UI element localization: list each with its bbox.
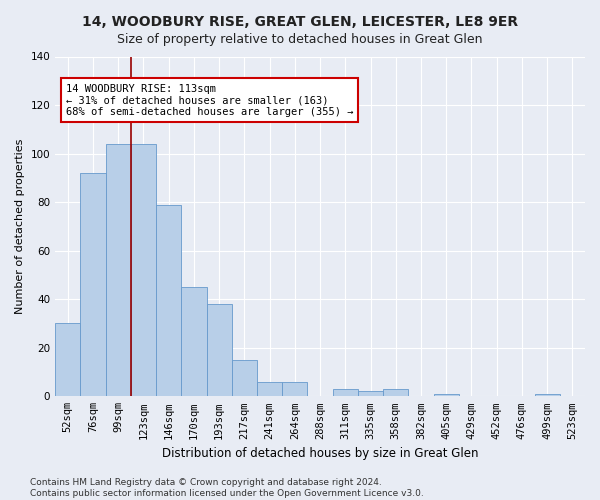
Bar: [358, 392, 383, 396]
Bar: [332, 389, 358, 396]
Text: Contains HM Land Registry data © Crown copyright and database right 2024.
Contai: Contains HM Land Registry data © Crown c…: [30, 478, 424, 498]
Bar: [206, 304, 232, 396]
Bar: [80, 173, 106, 396]
X-axis label: Distribution of detached houses by size in Great Glen: Distribution of detached houses by size …: [162, 447, 478, 460]
Bar: [232, 360, 257, 397]
Text: Size of property relative to detached houses in Great Glen: Size of property relative to detached ho…: [117, 32, 483, 46]
Text: 14, WOODBURY RISE, GREAT GLEN, LEICESTER, LE8 9ER: 14, WOODBURY RISE, GREAT GLEN, LEICESTER…: [82, 15, 518, 29]
Bar: [383, 389, 409, 396]
Bar: [106, 144, 131, 397]
Bar: [181, 287, 206, 397]
Bar: [282, 382, 307, 396]
Y-axis label: Number of detached properties: Number of detached properties: [15, 138, 25, 314]
Bar: [257, 382, 282, 396]
Bar: [55, 324, 80, 396]
Text: 14 WOODBURY RISE: 113sqm
← 31% of detached houses are smaller (163)
68% of semi-: 14 WOODBURY RISE: 113sqm ← 31% of detach…: [66, 84, 353, 117]
Bar: [434, 394, 459, 396]
Bar: [156, 204, 181, 396]
Bar: [535, 394, 560, 396]
Bar: [131, 144, 156, 397]
